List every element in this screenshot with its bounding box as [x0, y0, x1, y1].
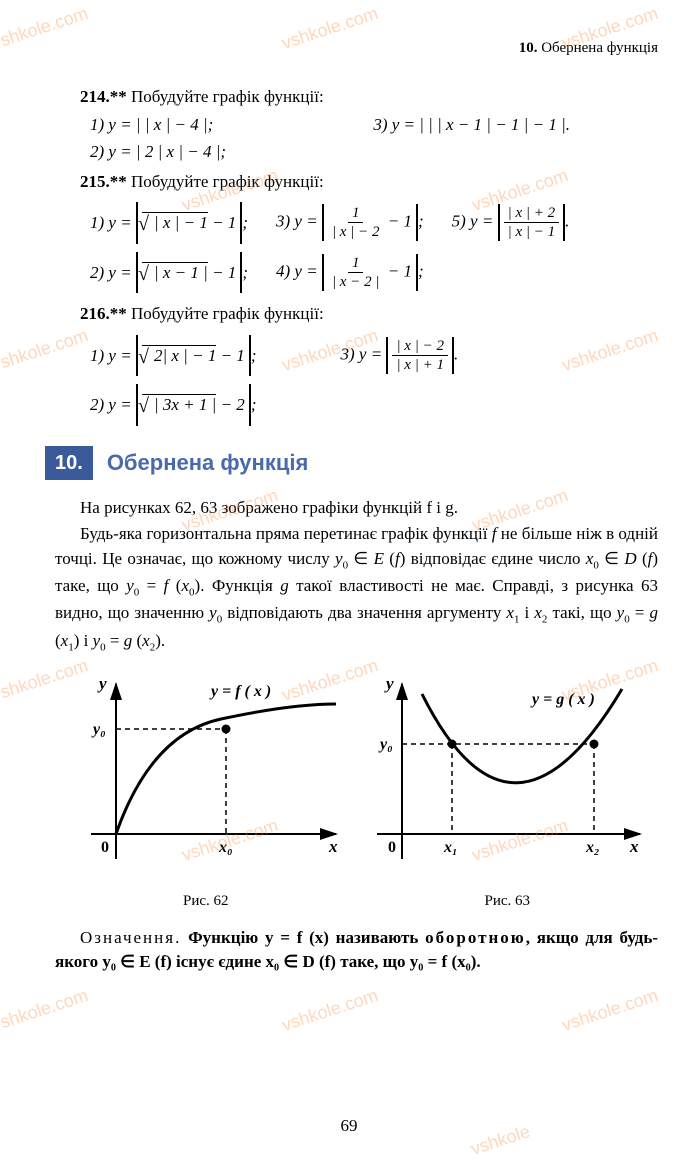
body-text: На рисунках 62, 63 зображено графіки фун…: [55, 496, 658, 657]
item-216-1: 1) y = 2| x | − 1 − 1;: [90, 335, 256, 377]
item-214-1: 1) y = | | x | − 4 |;: [90, 112, 213, 138]
page-content: 214.** Побудуйте графік функції: 1) y = …: [0, 0, 698, 994]
figure-62: y x 0 y₀ x₀ y = f ( x ) Рис. 62: [61, 674, 351, 912]
problem-216-row2: 2) y = | 3x + 1 | − 2;: [55, 384, 658, 426]
body-p2: Будь-яка горизонтальна пряма перетинає г…: [55, 522, 658, 656]
item-215-1: 1) y = | x | − 1 − 1;: [90, 202, 248, 244]
svg-text:x₀: x₀: [218, 839, 233, 856]
svg-text:y = f ( x ): y = f ( x ): [209, 683, 271, 700]
svg-text:x₁: x₁: [443, 839, 458, 856]
item-216-3: 3) y = | x | − 2| x | + 1.: [340, 337, 458, 374]
definition-lead: Означення.: [80, 928, 181, 947]
problem-215-row2: 2) y = | x − 1 | − 1; 4) y = 1| x − 2 | …: [55, 252, 658, 294]
item-215-2: 2) y = | x − 1 | − 1;: [90, 252, 248, 294]
figure-63-caption: Рис. 63: [362, 890, 652, 913]
section-number: 10.: [45, 446, 93, 480]
body-p1: На рисунках 62, 63 зображено графіки фун…: [55, 496, 658, 521]
item-215-3: 3) y = 1| x | − 2 − 1;: [276, 204, 424, 241]
problem-215-row1: 1) y = | x | − 1 − 1; 3) y = 1| x | − 2 …: [55, 202, 658, 244]
figures-row: y x 0 y₀ x₀ y = f ( x ) Рис. 62 y: [55, 674, 658, 912]
item-214-2: 2) y = | 2 | x | − 4 |;: [90, 139, 226, 165]
problem-215: 215.** Побудуйте графік функції:: [55, 169, 658, 195]
watermark: vshkole: [468, 1121, 533, 1160]
item-214-3: 3) y = | | | x − 1 | − 1 | − 1 |.: [373, 112, 570, 138]
problem-216: 216.** Побудуйте графік функції:: [55, 301, 658, 327]
section-banner: 10. Обернена функція: [45, 446, 658, 480]
svg-text:y₀: y₀: [378, 736, 393, 753]
section-title: Обернена функція: [107, 446, 309, 479]
chapter-header: 10. Обернена функція: [519, 40, 658, 57]
item-215-4: 4) y = 1| x − 2 | − 1;: [276, 254, 424, 291]
figure-62-svg: y x 0 y₀ x₀ y = f ( x ): [61, 674, 351, 874]
item-216-2: 2) y = | 3x + 1 | − 2;: [90, 384, 256, 426]
definition: Означення. Функцію y = f (x) називають о…: [55, 926, 658, 974]
svg-text:0: 0: [101, 839, 109, 856]
problem-214-items: 1) y = | | x | − 4 |; 3) y = | | | x − 1…: [55, 112, 658, 138]
svg-text:x₂: x₂: [585, 839, 600, 856]
svg-text:y = g ( x ): y = g ( x ): [530, 691, 595, 708]
figure-63: y x 0 y₀ x₁ x₂ y = g ( x ) Рис. 63: [362, 674, 652, 912]
svg-text:0: 0: [388, 839, 396, 856]
svg-text:y: y: [97, 674, 107, 693]
problem-214: 214.** Побудуйте графік функції:: [55, 84, 658, 110]
svg-text:y₀: y₀: [91, 721, 106, 738]
svg-text:x: x: [629, 837, 639, 856]
figure-62-caption: Рис. 62: [61, 890, 351, 913]
problem-216-row1: 1) y = 2| x | − 1 − 1; 3) y = | x | − 2|…: [55, 335, 658, 377]
figure-63-svg: y x 0 y₀ x₁ x₂ y = g ( x ): [362, 674, 652, 874]
item-215-5: 5) y = | x | + 2| x | − 1.: [452, 204, 570, 241]
svg-text:y: y: [384, 674, 394, 693]
svg-text:x: x: [328, 837, 338, 856]
page-number: 69: [341, 1116, 358, 1136]
